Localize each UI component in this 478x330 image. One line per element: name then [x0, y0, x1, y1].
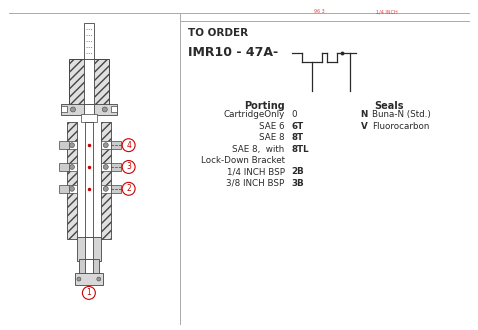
Text: 3/8 INCH BSP: 3/8 INCH BSP	[227, 179, 285, 188]
Bar	[59, 141, 69, 149]
Bar	[61, 104, 117, 116]
Text: IMR10 - 47A-: IMR10 - 47A-	[188, 46, 278, 59]
Circle shape	[69, 143, 75, 148]
Text: 1/4 INCH: 1/4 INCH	[376, 9, 398, 14]
Text: 8TL: 8TL	[292, 145, 309, 154]
Text: Porting: Porting	[244, 101, 285, 111]
Bar	[77, 237, 101, 261]
Circle shape	[70, 107, 76, 112]
Bar	[69, 59, 109, 106]
Bar	[67, 141, 77, 149]
Bar	[84, 23, 94, 61]
Text: SAE 8,  with: SAE 8, with	[232, 145, 285, 154]
Text: Fluorocarbon: Fluorocarbon	[372, 122, 430, 131]
Bar	[111, 185, 120, 193]
Bar	[75, 273, 103, 285]
Bar	[111, 163, 120, 171]
Text: 2: 2	[126, 184, 131, 193]
Text: TO ORDER: TO ORDER	[188, 28, 249, 38]
Bar	[84, 104, 94, 116]
Circle shape	[103, 143, 108, 148]
Text: 3B: 3B	[292, 179, 304, 188]
Text: N: N	[360, 111, 367, 119]
Text: V: V	[360, 122, 367, 131]
Text: 8T: 8T	[292, 133, 304, 142]
Bar	[85, 237, 93, 261]
Bar	[67, 122, 77, 239]
Text: SAE 8: SAE 8	[259, 133, 285, 142]
Text: 0: 0	[292, 111, 297, 119]
Bar	[67, 163, 77, 171]
Bar	[111, 141, 120, 149]
Bar	[79, 259, 99, 274]
Bar	[101, 122, 111, 239]
Text: 2B: 2B	[292, 168, 304, 177]
Bar	[101, 163, 111, 171]
Text: 96 3: 96 3	[314, 9, 325, 14]
Text: 3: 3	[126, 162, 131, 172]
Text: Buna-N (Std.): Buna-N (Std.)	[372, 111, 431, 119]
Text: 4: 4	[126, 141, 131, 150]
Bar	[59, 185, 69, 193]
Text: 6T: 6T	[292, 122, 304, 131]
Circle shape	[97, 277, 101, 281]
Circle shape	[102, 107, 107, 112]
Text: 1: 1	[87, 288, 91, 297]
Circle shape	[69, 186, 75, 191]
Bar	[61, 107, 67, 113]
Text: CartridgeOnly: CartridgeOnly	[224, 111, 285, 119]
Text: SAE 6: SAE 6	[259, 122, 285, 131]
Bar	[67, 185, 77, 193]
Bar	[59, 163, 69, 171]
Bar	[84, 59, 94, 106]
Circle shape	[77, 277, 81, 281]
Bar	[101, 185, 111, 193]
Bar	[111, 107, 117, 113]
Text: Lock-Down Bracket: Lock-Down Bracket	[201, 156, 285, 165]
Bar	[85, 259, 93, 274]
Bar	[101, 141, 111, 149]
Bar	[85, 122, 93, 239]
Text: 1/4 INCH BSP: 1/4 INCH BSP	[227, 168, 285, 177]
Circle shape	[69, 164, 75, 170]
Circle shape	[103, 164, 108, 170]
Text: Seals: Seals	[374, 101, 404, 111]
Bar	[81, 115, 97, 122]
Circle shape	[103, 186, 108, 191]
